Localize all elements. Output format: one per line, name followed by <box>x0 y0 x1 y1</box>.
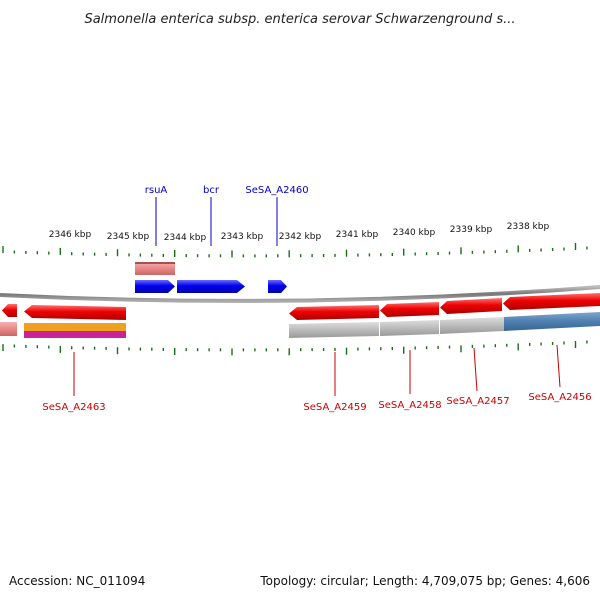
leader-line <box>473 347 478 392</box>
scale-labels: 2346 kbp 2345 kbp 2344 kbp 2343 kbp 2342… <box>49 222 550 243</box>
scale-label: 2341 kbp <box>336 230 379 240</box>
gene-label-SeSA_A2459[interactable]: SeSA_A2459 <box>303 402 366 413</box>
top-gene-labels: rsuA bcr SeSA_A2460 <box>145 185 309 196</box>
gene-label-SeSA_A2456[interactable]: SeSA_A2456 <box>528 392 591 403</box>
gene-label-SeSA_A2458[interactable]: SeSA_A2458 <box>378 400 441 411</box>
scale-label: 2343 kbp <box>221 232 264 242</box>
gene-label-bcr[interactable]: bcr <box>203 185 220 196</box>
scale-label: 2342 kbp <box>279 232 322 242</box>
feature-block[interactable] <box>0 322 17 336</box>
cds-edge-left[interactable] <box>2 304 17 317</box>
genome-backbone <box>0 285 600 303</box>
top-label-leaders <box>155 197 278 246</box>
cds-SeSA_A2463[interactable] <box>24 305 126 320</box>
cds-SeSA_A2456[interactable] <box>503 293 600 310</box>
genome-summary-text: Topology: circular; Length: 4,709,075 bp… <box>260 574 590 588</box>
feature-block-magenta[interactable] <box>24 331 126 338</box>
gene-label-SeSA_A2457[interactable]: SeSA_A2457 <box>446 396 509 407</box>
feature-steelblue-block[interactable] <box>504 312 600 331</box>
cds-SeSA_A2460[interactable] <box>268 280 287 293</box>
leader-line <box>556 344 561 388</box>
feature-grey-block[interactable] <box>440 317 504 334</box>
feature-block-edge <box>135 262 175 264</box>
cds-SeSA_A2457[interactable] <box>440 298 502 314</box>
forward-cds-track <box>135 280 287 293</box>
feature-grey-block[interactable] <box>289 322 379 338</box>
scale-label: 2345 kbp <box>107 232 150 242</box>
gene-label-rsuA[interactable]: rsuA <box>145 185 168 196</box>
cds-SeSA_A2459[interactable] <box>289 305 379 320</box>
feature-grey-block[interactable] <box>380 320 439 336</box>
feature-block-orange[interactable] <box>24 323 126 331</box>
scale-label: 2344 kbp <box>164 233 207 243</box>
cds-bcr[interactable] <box>177 280 245 293</box>
cds-SeSA_A2458[interactable] <box>380 302 439 317</box>
scale-label: 2338 kbp <box>507 222 550 232</box>
bottom-gene-labels: SeSA_A2463 SeSA_A2459 SeSA_A2458 SeSA_A2… <box>42 392 591 413</box>
bottom-label-leaders <box>73 344 561 396</box>
feature-block[interactable] <box>135 262 175 275</box>
map-title: Salmonella enterica subsp. enterica sero… <box>84 12 515 27</box>
scale-ticks-bottom <box>2 340 588 356</box>
accession-text: Accession: NC_011094 <box>9 574 146 588</box>
scale-label: 2340 kbp <box>393 228 436 238</box>
scale-label: 2339 kbp <box>450 225 493 235</box>
gene-label-SeSA_A2463[interactable]: SeSA_A2463 <box>42 402 105 413</box>
gene-label-SeSA_A2460[interactable]: SeSA_A2460 <box>245 185 308 196</box>
cds-rsuA[interactable] <box>135 280 175 293</box>
scale-ticks-top <box>2 243 588 258</box>
scale-label: 2346 kbp <box>49 230 92 240</box>
lower-feature-tracks <box>0 312 600 338</box>
reverse-cds-track <box>2 293 600 320</box>
